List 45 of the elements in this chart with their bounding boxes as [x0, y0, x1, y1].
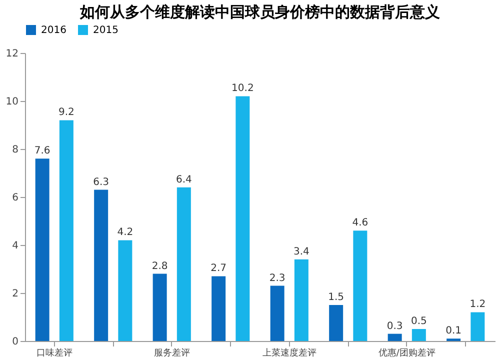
bar	[94, 190, 108, 341]
y-tick-label: 0	[12, 336, 18, 348]
bar	[388, 334, 402, 341]
bar	[294, 259, 308, 341]
y-tick-label: 6	[12, 192, 18, 204]
data-label: 1.2	[470, 299, 486, 310]
bar	[59, 120, 74, 341]
data-label: 10.2	[232, 83, 254, 94]
y-tick-label: 8	[12, 144, 18, 156]
bar	[35, 158, 50, 341]
legend-label: 2016	[41, 25, 66, 36]
y-tick-label: 2	[12, 288, 18, 300]
bar	[353, 230, 368, 341]
data-label: 0.1	[446, 326, 462, 337]
data-label: 4.6	[352, 218, 368, 229]
data-label: 7.6	[34, 146, 50, 157]
data-label: 0.3	[386, 320, 403, 332]
bar	[212, 276, 226, 341]
data-label: 1.5	[328, 292, 344, 303]
bar	[176, 187, 191, 341]
data-label: 6.3	[93, 176, 110, 188]
bar	[412, 329, 426, 341]
bar	[329, 305, 344, 341]
y-tick-label: 10	[6, 96, 18, 108]
data-label: 2.3	[269, 272, 286, 284]
x-tick-label: 上菜速度差评	[262, 348, 316, 358]
data-label: 0.5	[410, 316, 427, 327]
y-tick-label: 4	[12, 240, 18, 252]
data-label: 2.7	[210, 263, 227, 274]
data-label: 4.2	[117, 227, 134, 238]
chart-title: 如何从多个维度解读中国球员身价榜中的数据背后意义	[79, 3, 441, 21]
data-label: 9.2	[58, 107, 74, 118]
data-label: 2.8	[152, 260, 168, 272]
data-label: 3.4	[293, 246, 310, 258]
y-tick-label: 12	[6, 48, 18, 60]
x-tick-label: 优惠/团购差评	[378, 348, 436, 358]
bar	[236, 96, 250, 341]
bar	[118, 240, 132, 341]
bar	[270, 286, 284, 341]
bar	[470, 312, 485, 341]
data-label: 6.4	[176, 174, 192, 186]
legend-label: 2015	[93, 25, 118, 36]
x-tick-label: 服务差评	[154, 348, 190, 358]
bar	[152, 274, 167, 341]
x-tick-label: 口味差评	[36, 348, 72, 358]
